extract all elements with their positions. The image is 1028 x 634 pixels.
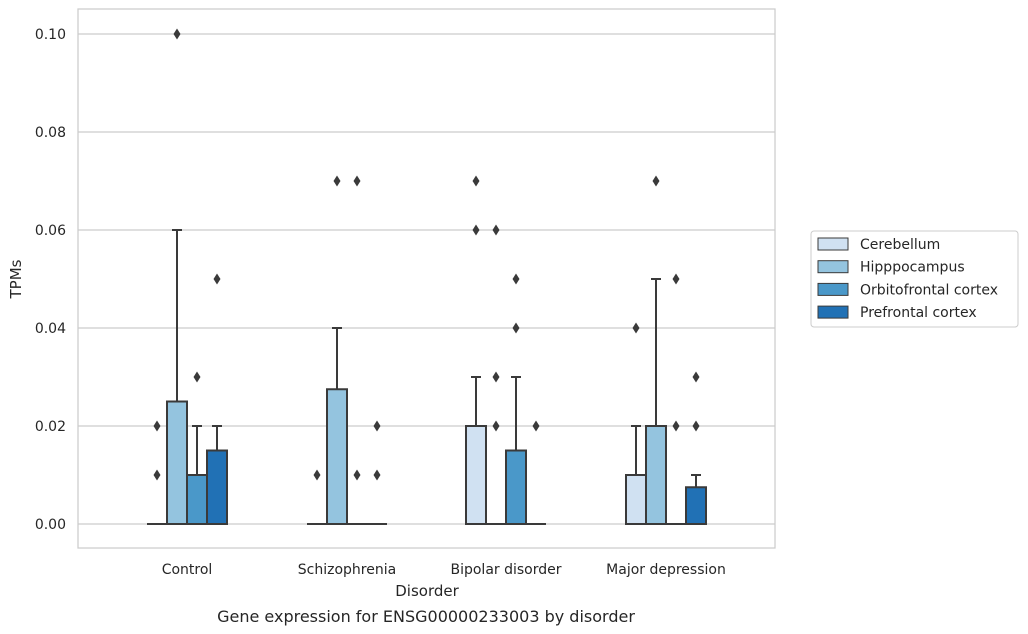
x-tick-label: Control xyxy=(162,562,213,578)
outlier-point xyxy=(472,175,480,187)
y-tick-label: 0.04 xyxy=(35,321,66,337)
outlier-point xyxy=(472,224,480,236)
box-3-2 xyxy=(526,420,546,525)
legend-swatch xyxy=(817,305,849,319)
outlier-point xyxy=(692,420,700,432)
box-iqr xyxy=(685,486,707,525)
box-2-1 xyxy=(347,175,367,525)
box-iqr xyxy=(505,449,527,525)
plot-frame xyxy=(77,8,776,549)
box-2-2 xyxy=(505,273,527,525)
outlier-point xyxy=(193,371,201,383)
outlier-point xyxy=(632,322,640,334)
outlier-point xyxy=(672,420,680,432)
box-iqr xyxy=(186,474,208,525)
y-tick-label: 0.10 xyxy=(35,27,66,43)
x-tick-label: Schizophrenia xyxy=(298,562,396,578)
chart-caption: Gene expression for ENSG00000233003 by d… xyxy=(217,607,635,626)
legend-swatch xyxy=(817,282,849,296)
box-1-3 xyxy=(645,175,667,525)
outlier-point xyxy=(353,469,361,481)
legend-label: Prefrontal cortex xyxy=(860,305,977,321)
box-1-1 xyxy=(326,175,348,525)
legend-label: Hipppocampus xyxy=(860,260,965,276)
legend-label: Orbitofrontal cortex xyxy=(860,282,998,298)
outlier-point xyxy=(692,371,700,383)
plot-area xyxy=(147,28,707,525)
outlier-point xyxy=(512,322,520,334)
box-3-0 xyxy=(206,273,228,525)
box-2-3 xyxy=(666,273,686,525)
outlier-point xyxy=(492,224,500,236)
y-tick-label: 0.00 xyxy=(35,517,66,533)
outlier-point xyxy=(153,469,161,481)
box-3-1 xyxy=(367,420,387,525)
y-tick-label: 0.06 xyxy=(35,223,66,239)
box-1-2 xyxy=(486,224,506,525)
outlier-point xyxy=(333,175,341,187)
box-1-0 xyxy=(166,28,188,525)
outlier-point xyxy=(492,420,500,432)
x-tick-label: Bipolar disorder xyxy=(450,562,561,578)
box-iqr xyxy=(645,425,667,525)
x-tick-label: Major depression xyxy=(606,562,726,578)
y-tick-label: 0.02 xyxy=(35,419,66,435)
box-0-2 xyxy=(465,175,487,525)
legend-swatch xyxy=(817,260,849,274)
outlier-point xyxy=(373,420,381,432)
box-2-0 xyxy=(186,371,208,525)
outlier-point xyxy=(353,175,361,187)
box-3-3 xyxy=(685,371,707,525)
x-axis-ticks: Control Schizophrenia Bipolar disorder Majo… xyxy=(162,562,726,578)
legend-swatch xyxy=(817,237,849,251)
y-axis-label: TPMs xyxy=(7,259,25,299)
legend: Cerebellum Hipppocampus Orbitofrontal cort… xyxy=(810,230,1019,328)
box-iqr xyxy=(465,425,487,525)
box-iqr xyxy=(625,474,647,525)
outlier-point xyxy=(512,273,520,285)
box-iqr xyxy=(326,388,348,525)
y-tick-label: 0.08 xyxy=(35,125,66,141)
box-iqr xyxy=(166,400,188,525)
outlier-point xyxy=(153,420,161,432)
legend-frame xyxy=(810,230,1019,328)
outlier-point xyxy=(672,273,680,285)
box-0-0 xyxy=(147,420,167,525)
outlier-point xyxy=(532,420,540,432)
legend-label: Cerebellum xyxy=(860,237,940,253)
outlier-point xyxy=(492,371,500,383)
x-axis-label: Disorder xyxy=(395,582,459,600)
outlier-point xyxy=(313,469,321,481)
y-axis-ticks: 0.00 0.02 0.04 0.06 0.08 0.10 xyxy=(35,27,66,533)
outlier-point xyxy=(173,28,181,40)
box-0-3 xyxy=(625,322,647,525)
box-0-1 xyxy=(307,469,327,525)
outlier-point xyxy=(652,175,660,187)
box-iqr xyxy=(206,449,228,525)
outlier-point xyxy=(373,469,381,481)
outlier-point xyxy=(213,273,221,285)
